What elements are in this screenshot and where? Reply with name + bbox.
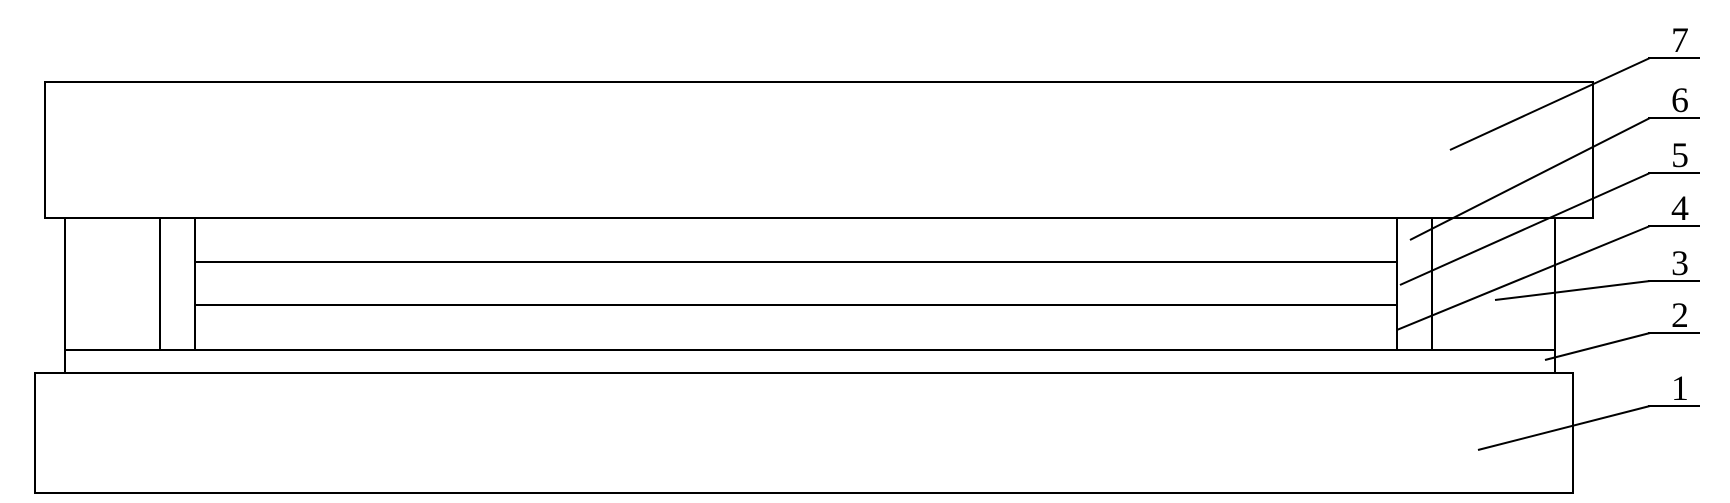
layer-6-rect: [170, 218, 1421, 262]
left-post-rect: [160, 218, 195, 350]
label-1: 1: [1671, 368, 1689, 408]
label-6: 6: [1671, 80, 1689, 120]
label-4: 4: [1671, 188, 1689, 228]
layer-4-rect: [195, 305, 1397, 350]
layer-2-rect: [65, 350, 1555, 373]
label-2: 2: [1671, 295, 1689, 335]
label-5: 5: [1671, 135, 1689, 175]
layer-7-rect: [45, 82, 1593, 218]
label-3: 3: [1671, 243, 1689, 283]
label-7: 7: [1671, 20, 1689, 60]
layer-1-rect: [35, 373, 1573, 493]
label-2-leader: [1545, 333, 1650, 360]
layer-5-rect: [170, 262, 1421, 305]
